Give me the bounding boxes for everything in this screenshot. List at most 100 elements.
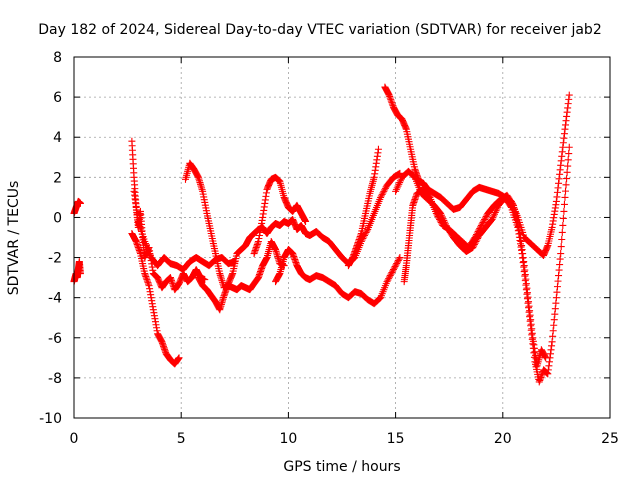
data-point — [562, 187, 570, 195]
series-seg-e — [130, 187, 239, 274]
data-point — [396, 254, 404, 262]
data-point — [396, 169, 404, 177]
series-seg-c — [128, 137, 209, 294]
data-point — [378, 190, 386, 198]
data-point — [565, 143, 573, 151]
y-tick-label: -8 — [48, 371, 62, 387]
data-point — [425, 192, 433, 200]
data-point — [394, 182, 402, 190]
data-point — [385, 275, 393, 283]
data-point — [560, 200, 568, 208]
data-point — [512, 212, 520, 220]
data-point — [557, 250, 565, 258]
data-point — [388, 269, 396, 277]
data-point — [392, 261, 400, 269]
data-point — [435, 214, 443, 222]
data-point — [477, 221, 485, 229]
data-point — [389, 267, 397, 275]
data-point — [377, 192, 385, 200]
data-point — [385, 273, 393, 281]
data-point — [375, 295, 383, 303]
y-tick-label: -10 — [39, 411, 62, 427]
data-point — [482, 212, 490, 220]
data-point — [489, 214, 497, 222]
data-point — [396, 177, 404, 185]
data-point — [175, 354, 183, 362]
data-point — [392, 186, 400, 194]
data-point — [302, 217, 310, 225]
data-point — [509, 200, 517, 208]
data-point — [436, 217, 444, 225]
data-point — [565, 91, 573, 99]
data-point — [409, 172, 417, 180]
data-point — [510, 205, 518, 213]
data-point — [559, 214, 567, 222]
data-point — [436, 215, 444, 223]
data-point — [562, 181, 570, 189]
data-point — [473, 229, 481, 237]
data-point — [377, 193, 385, 201]
data-point — [383, 278, 391, 286]
data-point — [362, 228, 370, 236]
data-point — [558, 228, 566, 236]
data-point — [481, 215, 489, 223]
data-point — [564, 156, 572, 164]
data-point — [514, 222, 522, 230]
data-point — [481, 214, 489, 222]
data-point — [564, 162, 572, 170]
data-point — [560, 207, 568, 215]
data-point — [479, 218, 487, 226]
data-point — [396, 179, 404, 187]
data-points — [70, 83, 573, 386]
series-seg-b — [70, 197, 84, 217]
x-tick-label: 20 — [494, 431, 512, 447]
data-point — [474, 227, 482, 235]
x-tick-label: 25 — [601, 431, 619, 447]
data-point — [386, 272, 394, 280]
data-point — [395, 255, 403, 263]
series-seg-a — [70, 258, 84, 286]
data-point — [387, 270, 395, 278]
data-point — [76, 270, 84, 278]
data-point — [433, 211, 441, 219]
x-tick-label: 10 — [279, 431, 297, 447]
data-point — [437, 218, 445, 226]
y-tick-label: 2 — [53, 170, 62, 186]
grid — [74, 57, 610, 418]
data-point — [381, 184, 389, 192]
data-point — [559, 221, 567, 229]
data-point — [393, 184, 401, 192]
x-tick-label: 5 — [177, 431, 186, 447]
x-tick-label: 0 — [70, 431, 79, 447]
data-point — [514, 219, 522, 227]
data-point — [515, 226, 523, 234]
data-point — [513, 215, 521, 223]
data-point — [393, 260, 401, 268]
data-point — [510, 201, 518, 209]
data-point — [379, 189, 387, 197]
data-point — [558, 236, 566, 244]
data-point — [557, 243, 565, 251]
data-point — [492, 207, 500, 215]
y-tick-label: 0 — [53, 210, 62, 226]
data-point — [490, 210, 498, 218]
plot-frame — [73, 56, 611, 419]
y-tick-label: 8 — [53, 50, 62, 66]
data-point — [490, 212, 498, 220]
y-tick-label: -2 — [48, 251, 62, 267]
data-point — [473, 230, 481, 238]
chart-title: Day 182 of 2024, Sidereal Day-to-day VTE… — [38, 22, 601, 38]
data-point — [491, 208, 499, 216]
series-seg-d — [128, 229, 183, 368]
data-point — [478, 220, 486, 228]
data-point — [542, 354, 550, 362]
data-point — [381, 186, 389, 194]
data-point — [389, 266, 397, 274]
y-tick-label: -4 — [48, 291, 62, 307]
data-point — [476, 224, 484, 232]
data-point — [561, 193, 569, 201]
data-point — [76, 199, 84, 207]
data-point — [392, 187, 400, 195]
x-axis-title: GPS time / hours — [283, 459, 400, 475]
data-point — [393, 258, 401, 266]
